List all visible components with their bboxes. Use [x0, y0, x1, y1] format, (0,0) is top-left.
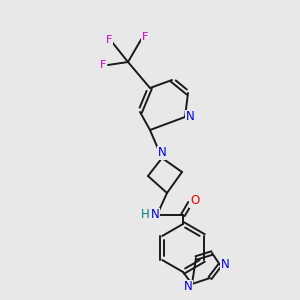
Text: H: H [141, 208, 149, 221]
Text: F: F [106, 35, 112, 45]
Text: F: F [142, 32, 148, 42]
Text: F: F [100, 60, 106, 70]
Text: N: N [158, 146, 166, 160]
Text: O: O [190, 194, 200, 208]
Text: N: N [151, 208, 159, 221]
Text: N: N [186, 110, 194, 124]
Text: N: N [184, 280, 192, 293]
Text: N: N [220, 259, 230, 272]
